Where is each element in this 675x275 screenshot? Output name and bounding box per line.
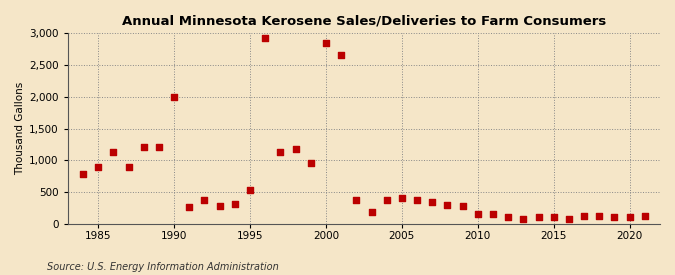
Point (78, 171, 88, 176)
Point (153, 145, 164, 149)
Point (396, 196, 407, 200)
Point (594, 214, 605, 218)
Point (366, 210, 377, 214)
Point (321, 41, 331, 46)
Point (442, 203, 453, 207)
Point (199, 197, 210, 202)
Point (533, 215, 544, 220)
Point (230, 202, 240, 206)
Point (609, 214, 620, 219)
Point (108, 150, 119, 154)
Point (412, 197, 423, 202)
Point (92, 164, 103, 169)
Point (548, 215, 559, 220)
Point (639, 213, 650, 218)
Text: Source: U.S. Energy Information Administration: Source: U.S. Energy Information Administ… (47, 262, 279, 272)
Point (472, 211, 483, 216)
Point (503, 214, 514, 219)
Y-axis label: Thousand Gallons: Thousand Gallons (15, 82, 25, 175)
Point (624, 215, 635, 220)
Point (487, 212, 498, 216)
Point (427, 199, 437, 204)
Point (518, 217, 529, 222)
Point (457, 204, 468, 208)
Point (275, 150, 286, 154)
Point (138, 145, 149, 149)
Point (244, 188, 255, 192)
Point (305, 161, 316, 166)
Point (290, 147, 301, 151)
Point (184, 205, 194, 210)
Point (564, 216, 574, 221)
Point (335, 53, 346, 57)
Point (214, 204, 225, 208)
Point (260, 36, 271, 41)
Title: Annual Minnesota Kerosene Sales/Deliveries to Farm Consumers: Annual Minnesota Kerosene Sales/Deliveri… (122, 15, 606, 28)
Point (381, 197, 392, 202)
Point (123, 164, 134, 169)
Point (578, 214, 589, 218)
Point (169, 95, 180, 99)
Point (351, 198, 362, 202)
